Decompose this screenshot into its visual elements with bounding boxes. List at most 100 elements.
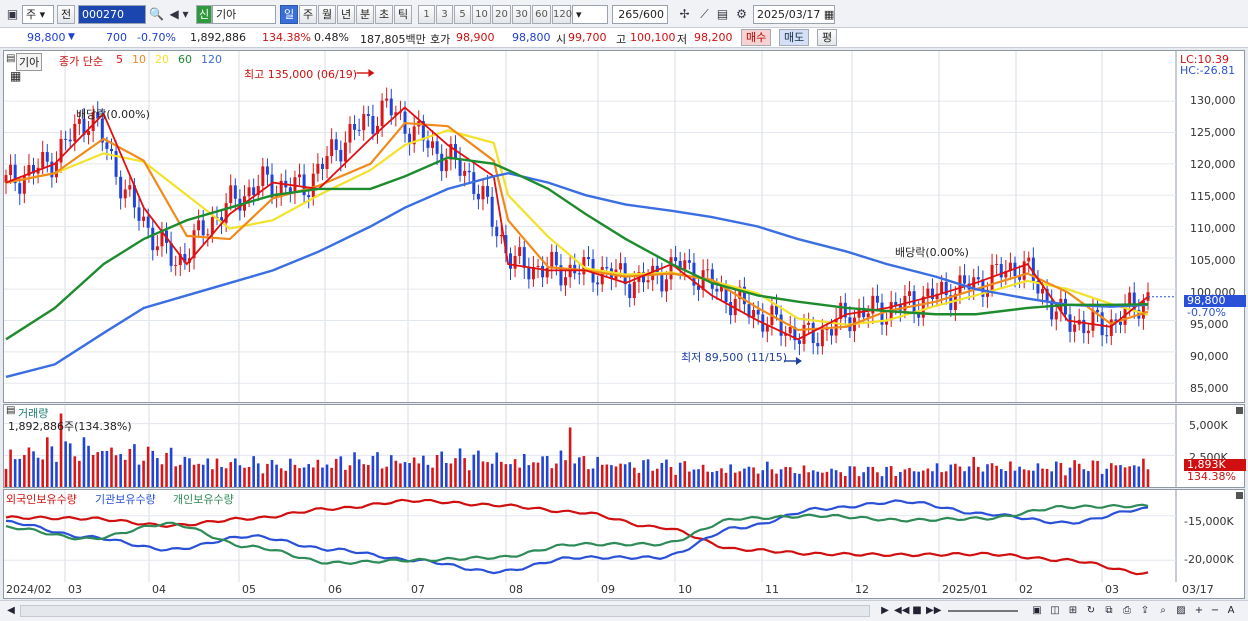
interval-button-1[interactable]: 3	[436, 5, 453, 24]
candle-body	[811, 322, 815, 344]
zoom-slider[interactable]	[948, 610, 1018, 612]
candle-body	[930, 288, 934, 300]
interval-button-2[interactable]: 5	[454, 5, 471, 24]
period-button-5[interactable]: 초	[375, 5, 393, 24]
panel-menu-icon[interactable]: ▤	[6, 53, 16, 64]
magnify-icon[interactable]: ⌕	[1160, 605, 1166, 616]
stop-icon[interactable]: ■	[912, 605, 922, 616]
candle-body	[59, 138, 63, 163]
ma-legend-3[interactable]: 60	[178, 53, 192, 66]
candle-body	[825, 329, 829, 331]
close-icon[interactable]	[1236, 492, 1243, 499]
ma-legend-4[interactable]: 120	[201, 53, 222, 66]
period-button-6[interactable]: 틱	[394, 5, 412, 24]
candle-body	[1041, 288, 1045, 294]
settings-icon[interactable]: ⚙	[736, 7, 747, 21]
stock-tab[interactable]: 기아	[16, 53, 43, 71]
candle-body	[875, 295, 879, 303]
candle-body	[885, 320, 889, 325]
candle-body	[320, 163, 324, 169]
zoom-out-icon[interactable]: −	[1210, 605, 1220, 616]
period-button-2[interactable]: 월	[318, 5, 336, 24]
interval-button-3[interactable]: 10	[472, 5, 491, 24]
copy-icon[interactable]: ⧉	[1105, 605, 1113, 616]
sell-button[interactable]: 매도	[779, 29, 810, 46]
holding-chart[interactable]	[4, 490, 1244, 582]
split-icon[interactable]: ◫	[1050, 605, 1060, 616]
volume-bar	[454, 458, 457, 487]
stock-code-input[interactable]: 000270	[78, 5, 146, 24]
volume-bar	[243, 467, 246, 487]
volume-bar	[36, 457, 40, 487]
period-button-0[interactable]: 일	[280, 5, 298, 24]
first-page-icon[interactable]: ◀◀	[894, 605, 910, 616]
candle-body	[229, 185, 233, 204]
candle-body	[926, 288, 930, 297]
holding-legend-0[interactable]: 외국인보유수량	[6, 493, 77, 506]
interval-button-6[interactable]: 60	[532, 5, 551, 24]
crosshair-icon[interactable]: ✢	[679, 7, 690, 21]
volume-bar	[766, 461, 769, 487]
stock-name-field[interactable]: 기아	[212, 5, 276, 24]
close-icon[interactable]	[1236, 407, 1243, 414]
candle-body	[353, 124, 357, 130]
period-button-4[interactable]: 분	[356, 5, 374, 24]
interval-button-0[interactable]: 1	[418, 5, 435, 24]
zoom-in-icon[interactable]: +	[1194, 605, 1204, 616]
eval-button[interactable]: 평	[817, 29, 838, 46]
export-icon[interactable]: ⇪	[1140, 605, 1150, 616]
volume-bar	[270, 459, 274, 487]
annotation-arrowhead-1	[795, 356, 802, 365]
window-menu-icon[interactable]: ▣	[6, 7, 19, 21]
current-change-tag: -0.70%	[1187, 306, 1226, 319]
ma-legend-1[interactable]: 10	[132, 53, 146, 66]
candle-body	[210, 217, 214, 235]
price-chart[interactable]	[4, 51, 1244, 402]
period-button-3[interactable]: 년	[337, 5, 355, 24]
grid-icon[interactable]: ▦	[10, 69, 22, 83]
ma-legend-0[interactable]: 5	[116, 53, 123, 66]
candle-body	[756, 309, 760, 315]
market-select[interactable]: 주 ▾	[22, 5, 54, 24]
candle-body	[985, 289, 989, 297]
date-field[interactable]: 2025/03/17 ▦	[753, 5, 835, 24]
scroll-left-icon[interactable]: ◀	[7, 605, 15, 616]
candle-body	[142, 216, 146, 221]
scrollbar-track[interactable]	[20, 605, 870, 617]
candle-body	[1004, 270, 1008, 278]
buy-button[interactable]: 매수	[741, 29, 772, 46]
candle-body	[288, 187, 292, 193]
ma-legend-2[interactable]: 20	[155, 53, 169, 66]
interval-button-4[interactable]: 20	[492, 5, 511, 24]
print-icon[interactable]: ⎙	[1123, 605, 1131, 616]
sound-icon[interactable]: ◀ ▾	[169, 7, 189, 21]
period-button-1[interactable]: 주	[299, 5, 317, 24]
count-field[interactable]: 265/600	[612, 5, 668, 24]
interval-button-5[interactable]: 30	[512, 5, 531, 24]
volume-chart[interactable]	[4, 405, 1244, 487]
scroll-right-icon[interactable]: ▶	[881, 605, 889, 616]
last-page-icon[interactable]: ▶▶	[926, 605, 942, 616]
save-icon[interactable]: ▤	[716, 7, 729, 21]
period-dropdown[interactable]: ▾	[572, 5, 608, 24]
candle-body	[1050, 300, 1054, 320]
volume-bar	[311, 467, 315, 487]
font-size-icon[interactable]: A	[1227, 605, 1235, 616]
interval-button-7[interactable]: 120	[552, 5, 572, 24]
compare-icon[interactable]: ⊞	[1068, 605, 1078, 616]
draw-line-icon[interactable]: ⟋	[700, 7, 709, 21]
volume-bar	[59, 413, 63, 487]
panel-menu-icon[interactable]: ▤	[6, 405, 16, 416]
layout-icon[interactable]: ▣	[1032, 605, 1042, 616]
volume-bar	[555, 463, 558, 487]
holding-legend-1[interactable]: 기관보유수량	[95, 493, 156, 506]
refresh-icon[interactable]: ↻	[1086, 605, 1096, 616]
volume-bar	[862, 472, 865, 487]
x-axis-label-12: 02	[1019, 583, 1033, 596]
low-annotation: 최저 89,500 (11/15)	[681, 351, 788, 364]
holding-legend-2[interactable]: 개인보유수량	[173, 493, 234, 506]
volume-bar	[376, 452, 379, 487]
prev-button[interactable]: 전	[57, 5, 75, 24]
image-icon[interactable]: ▨	[1176, 605, 1186, 616]
search-icon[interactable]: 🔍	[149, 7, 164, 21]
